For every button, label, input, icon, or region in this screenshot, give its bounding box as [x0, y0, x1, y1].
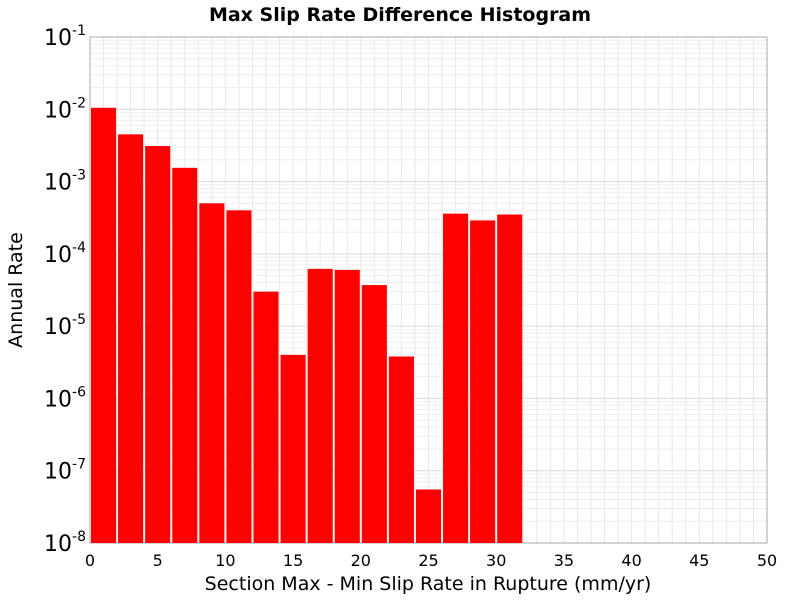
- y-axis-label: Annual Rate: [5, 232, 27, 348]
- x-tick-label: 10: [215, 551, 235, 570]
- x-tick-label: 35: [554, 551, 574, 570]
- histogram-bar: [91, 107, 117, 543]
- histogram-bar: [470, 220, 496, 543]
- y-tick-label: 10-6: [44, 384, 86, 412]
- histogram-bar: [415, 489, 442, 543]
- y-tick-label: 10-7: [44, 457, 86, 485]
- x-tick-label: 50: [757, 551, 777, 570]
- histogram-bar: [172, 167, 198, 543]
- y-tick-labels: 10-8 10-7 10-6 10-5 10-4 10-3 10-2 10-1: [44, 23, 86, 557]
- x-tick-labels: 0 5 10 15 20 25 30 35 40 45 50: [85, 551, 777, 570]
- y-tick-label: 10-5: [44, 312, 86, 340]
- x-tick-label: 30: [486, 551, 506, 570]
- x-axis-label: Section Max - Min Slip Rate in Rupture (…: [205, 573, 652, 595]
- y-tick-label: 10-1: [44, 23, 86, 51]
- x-tick-label: 40: [621, 551, 641, 570]
- histogram-bar: [118, 134, 144, 543]
- x-tick-label: 25: [418, 551, 438, 570]
- histogram-bar: [334, 269, 360, 543]
- y-tick-label: 10-3: [44, 168, 86, 196]
- x-tick-label: 45: [689, 551, 709, 570]
- histogram-bar: [307, 268, 333, 543]
- x-tick-label: 20: [351, 551, 371, 570]
- y-tick-label: 10-4: [44, 240, 86, 268]
- histogram-bar: [280, 354, 306, 543]
- chart-title: Max Slip Rate Difference Histogram: [209, 4, 591, 26]
- histogram-bar: [253, 291, 279, 543]
- histogram-bar: [388, 356, 414, 543]
- histogram-bar: [361, 285, 387, 543]
- bars-group: [91, 107, 523, 544]
- histogram-bar: [145, 146, 171, 544]
- x-tick-label: 5: [153, 551, 163, 570]
- histogram-bar: [226, 210, 252, 544]
- histogram-bar: [199, 203, 225, 543]
- histogram-bar: [443, 213, 469, 544]
- y-tick-label: 10-8: [44, 529, 86, 557]
- x-tick-label: 0: [85, 551, 95, 570]
- histogram-bar: [497, 214, 523, 543]
- y-tick-label: 10-2: [44, 95, 86, 123]
- x-tick-label: 15: [283, 551, 303, 570]
